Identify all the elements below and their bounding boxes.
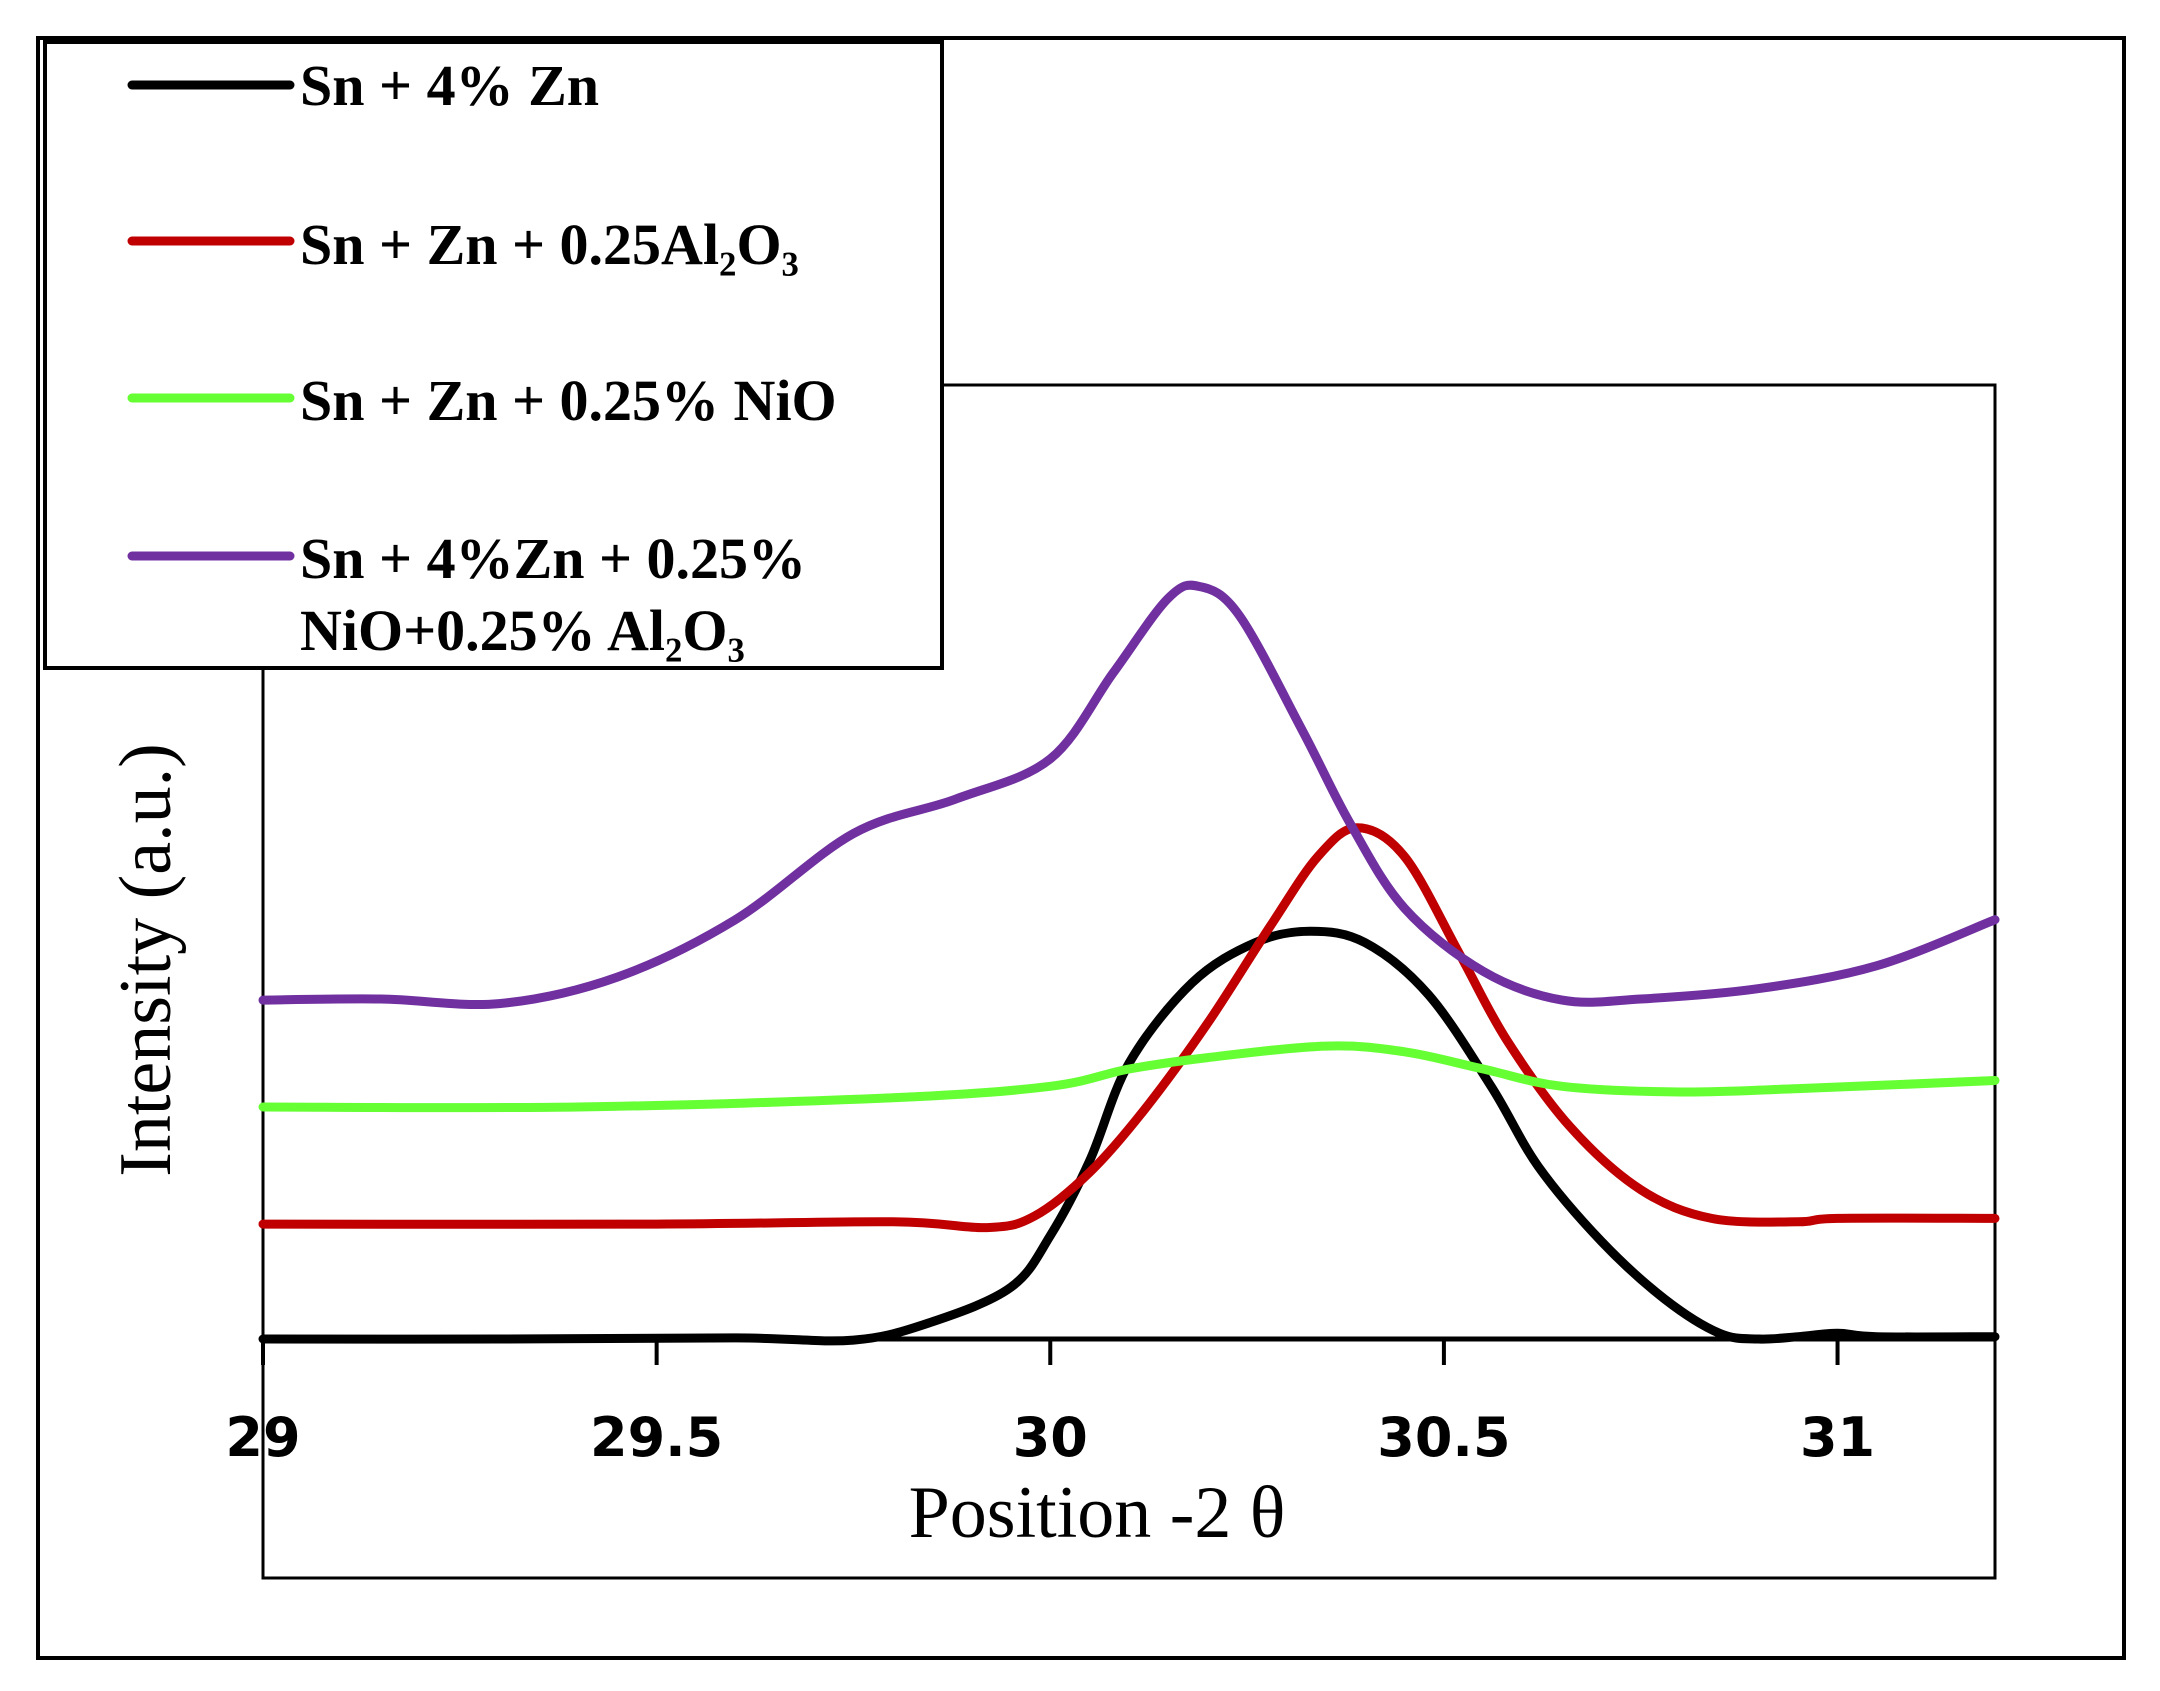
series-line-2 — [258, 823, 2000, 1233]
x-tick-label: 29 — [225, 1406, 300, 1469]
legend-box — [43, 40, 944, 670]
series-line-3 — [258, 1041, 2000, 1113]
x-tick-label: 30.5 — [1377, 1406, 1510, 1469]
series-line-4 — [258, 580, 2000, 1010]
legend-label-composite: Sn + 4%Zn + 0.25% NiO+0.25% Al₂O₃ — [300, 526, 806, 663]
x-ticks: 29 29.5 30 30.5 31 — [225, 1339, 1875, 1469]
x-tick-label: 31 — [1800, 1406, 1875, 1469]
x-axis-title: Position -2 θ — [909, 1472, 1286, 1554]
x-tick-label: 30 — [1013, 1406, 1088, 1469]
legend: Sn + 4% Zn Sn + Zn + 0.25Al₂O₃ Sn + Zn +… — [43, 40, 944, 670]
y-axis-title: Intensity (a.u.) — [105, 743, 187, 1177]
legend-label-sn-zn-al2o3: Sn + Zn + 0.25Al₂O₃ — [300, 212, 799, 277]
x-tick-label: 29.5 — [590, 1406, 723, 1469]
legend-label-sn-zn-nio: Sn + Zn + 0.25% NiO — [300, 368, 837, 433]
legend-label-sn-4zn: Sn + 4% Zn — [300, 53, 599, 118]
